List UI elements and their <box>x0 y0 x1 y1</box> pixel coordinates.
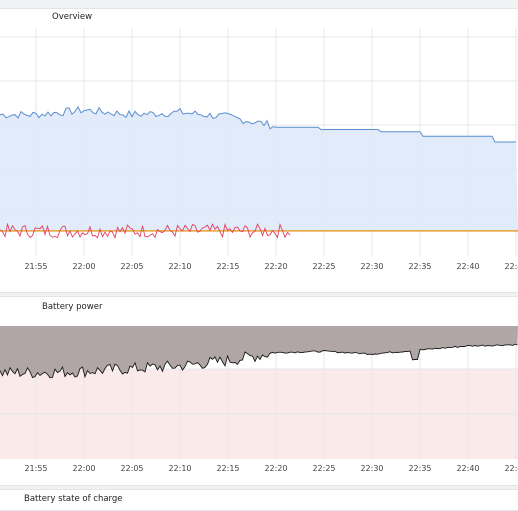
x-tick-label: 22:45 <box>504 262 518 271</box>
x-tick-label: 22:15 <box>216 262 239 271</box>
battery-soc-panel: Battery state of charge <box>0 489 518 511</box>
x-tick-label: 22:15 <box>216 464 239 473</box>
series-line <box>0 343 518 379</box>
x-tick-label: 22:25 <box>312 464 335 473</box>
x-tick-label: 22:35 <box>408 464 431 473</box>
x-tick-label: 22:45 <box>504 464 518 473</box>
x-tick-label: 22:25 <box>312 262 335 271</box>
series-area <box>0 326 518 378</box>
x-tick-label: 22:35 <box>408 262 431 271</box>
panel-title: Battery power <box>42 302 103 312</box>
x-tick-label: 22:10 <box>168 464 191 473</box>
series-line <box>0 106 516 143</box>
overview-chart[interactable]: 21:55 22:00 22:05 22:10 22:15 22:20 22:25 22:30… <box>0 0 518 300</box>
x-tick-label: 22:20 <box>264 464 287 473</box>
panel-title: Overview <box>52 12 93 22</box>
x-tick-label: 22:05 <box>120 464 143 473</box>
x-tick-label: 22:30 <box>360 262 383 271</box>
x-tick-label: 22:30 <box>360 464 383 473</box>
x-tick-label: 22:05 <box>120 262 143 271</box>
x-tick-label: 22:00 <box>72 262 95 271</box>
battery-power-chart[interactable]: 21:55 22:00 22:05 22:10 22:15 22:20 22:25 22:30… <box>0 0 518 500</box>
x-tick-label: 22:20 <box>264 262 287 271</box>
x-tick-label: 21:55 <box>24 464 47 473</box>
x-tick-label: 22:40 <box>456 464 479 473</box>
x-tick-label: 22:00 <box>72 464 95 473</box>
series-line <box>0 222 291 239</box>
series-area <box>0 107 518 231</box>
x-tick-label: 22:40 <box>456 262 479 271</box>
x-tick-label: 22:10 <box>168 262 191 271</box>
panel-title: Battery state of charge <box>24 494 123 504</box>
x-tick-label: 21:55 <box>24 262 47 271</box>
